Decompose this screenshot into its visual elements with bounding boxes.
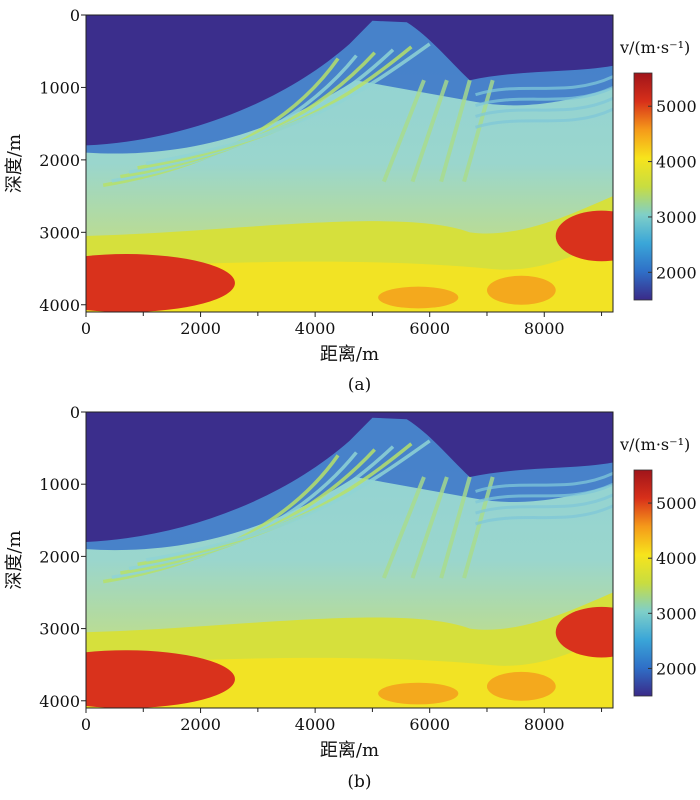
orange-patch-2 [486, 275, 556, 305]
y-tick-label: 3000 [39, 223, 80, 242]
high-velocity-body-right [555, 606, 613, 658]
panel-a: 0 2000 4000 6000 8000 距离/m 0 1000 2000 3000 4000 深度… [4, 6, 697, 395]
x-tick-label: 0 [81, 715, 91, 734]
colorbar: 2000 3000 4000 5000 v/(m·s⁻¹) [619, 435, 697, 697]
x-tick-label: 0 [81, 319, 91, 338]
high-velocity-body-left [86, 650, 235, 708]
high-velocity-body-right [555, 210, 613, 262]
x-tick-label: 4000 [295, 715, 336, 734]
y-tick-label: 0 [70, 6, 80, 25]
colorbar-tick-label: 5000 [656, 494, 697, 513]
x-axis: 0 2000 4000 6000 8000 距离/m [81, 312, 603, 365]
right-layer-streak [475, 493, 613, 515]
fault-streak [439, 79, 472, 183]
right-layer-streak [475, 96, 613, 118]
y-axis-label: 深度/m [4, 530, 25, 589]
fault-streak [410, 79, 449, 183]
plot-frame [85, 411, 614, 709]
y-axis: 0 1000 2000 3000 4000 深度/m [4, 6, 86, 315]
x-axis-label: 距离/m [320, 344, 379, 365]
colorbar-tick-label: 3000 [656, 604, 697, 623]
plot-frame [85, 14, 614, 313]
velocity-field [86, 15, 613, 312]
y-axis-label: 深度/m [4, 134, 25, 193]
y-tick-label: 2000 [39, 151, 80, 170]
y-tick-label: 1000 [39, 78, 80, 97]
fault-streak [462, 476, 495, 579]
right-layer-streak [475, 472, 613, 493]
y-tick-label: 4000 [39, 296, 80, 315]
colorbar: 2000 3000 4000 5000 v/(m·s⁻¹) [619, 38, 697, 301]
x-tick-label: 6000 [409, 715, 450, 734]
fault-streak [439, 476, 472, 579]
panel-b: 0 2000 4000 6000 8000 距离/m 0 1000 2000 3000 4000 深度… [4, 403, 697, 792]
colorbar-tick-label: 2000 [656, 263, 697, 282]
y-axis: 0 1000 2000 3000 4000 深度/m [4, 403, 86, 711]
low-velocity-zone [86, 412, 613, 542]
stratum-streak [145, 42, 431, 166]
colorbar-tick-label: 4000 [656, 549, 697, 568]
colorbar-title: v/(m·s⁻¹) [619, 38, 690, 57]
high-velocity-body-left [86, 254, 235, 312]
colorbar-tick-label: 3000 [656, 208, 697, 227]
x-tick-label: 8000 [524, 319, 565, 338]
colorbar-gradient [633, 469, 653, 697]
stratum-streak [145, 439, 431, 562]
x-tick-label: 8000 [524, 715, 565, 734]
y-tick-label: 3000 [39, 620, 80, 639]
velocity-field [86, 412, 613, 708]
x-axis: 0 2000 4000 6000 8000 距离/m [81, 708, 603, 761]
fault-streak [382, 79, 426, 183]
right-layer-streak [475, 107, 613, 129]
orange-patch-1 [378, 286, 459, 309]
low-velocity-zone [86, 15, 613, 146]
stratum-streak [111, 54, 358, 183]
colorbar-tick-label: 5000 [656, 97, 697, 116]
y-tick-label: 4000 [39, 692, 80, 711]
orange-patch-2 [486, 671, 556, 701]
x-axis-label: 距离/m [320, 740, 379, 761]
colorbar-tick-label: 4000 [656, 153, 697, 172]
colorbar-tick-label: 2000 [656, 659, 697, 678]
panel-caption: (b) [347, 772, 371, 792]
x-tick-label: 2000 [180, 319, 221, 338]
right-layer-streak [475, 75, 613, 97]
x-tick-label: 4000 [295, 319, 336, 338]
fault-streak [410, 476, 449, 579]
fault-streak [382, 476, 426, 579]
colorbar-title: v/(m·s⁻¹) [619, 435, 690, 454]
y-tick-label: 2000 [39, 547, 80, 566]
fault-streak [462, 79, 495, 183]
right-layer-streak [475, 86, 613, 107]
orange-patch-1 [378, 682, 459, 705]
y-tick-label: 0 [70, 403, 80, 422]
x-tick-label: 6000 [409, 319, 450, 338]
right-layer-streak [475, 482, 613, 504]
x-tick-label: 2000 [180, 715, 221, 734]
right-layer-streak [475, 504, 613, 526]
colorbar-gradient [633, 72, 653, 301]
y-tick-label: 1000 [39, 475, 80, 494]
stratum-streak [111, 451, 358, 580]
panel-caption: (a) [348, 375, 371, 395]
